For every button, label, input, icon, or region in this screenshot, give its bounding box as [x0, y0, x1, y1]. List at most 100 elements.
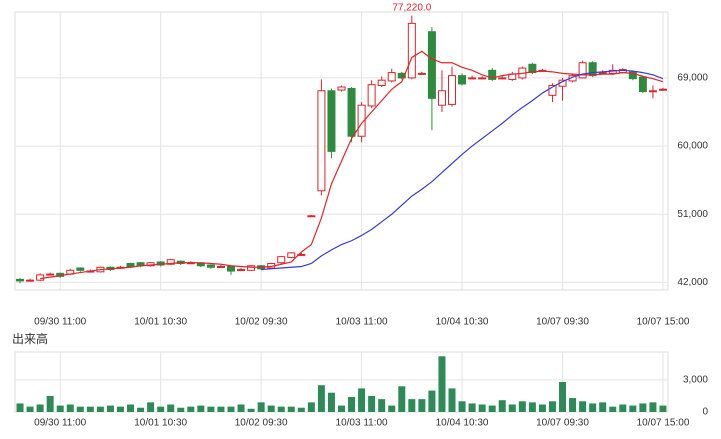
volume-bar — [76, 406, 84, 412]
volume-bar — [237, 404, 245, 412]
x-tick-label: 10/04 10:30 — [436, 317, 489, 328]
x-tick-label: 10/04 10:30 — [436, 418, 489, 429]
x-tick-label: 10/07 09:30 — [536, 317, 589, 328]
x-tick-label: 10/02 09:30 — [235, 317, 288, 328]
volume-bar — [157, 406, 165, 412]
volume-bar — [368, 395, 376, 412]
candle-body — [488, 69, 497, 80]
volume-bar — [488, 405, 496, 412]
candle-body — [478, 77, 487, 80]
y-tick-label: 51,000 — [677, 209, 708, 220]
volume-bar — [458, 401, 466, 412]
volume-bar — [147, 402, 155, 412]
volume-bar — [518, 401, 526, 412]
volume-bar — [358, 388, 366, 412]
candle-body — [196, 262, 205, 267]
volume-bar — [398, 386, 406, 412]
candle-body — [126, 262, 135, 268]
volume-bar — [649, 402, 657, 412]
volume-bar — [317, 385, 325, 412]
price-frame — [14, 11, 669, 291]
candle-body — [247, 265, 256, 271]
x-tick-label: 10/03 11:00 — [336, 317, 389, 328]
candle-body — [216, 266, 225, 269]
candle-body — [166, 259, 175, 265]
candle-body — [46, 273, 55, 276]
candle-body — [407, 22, 416, 79]
candle-body — [347, 88, 356, 137]
candle-body — [658, 88, 667, 91]
candle-body — [377, 79, 386, 86]
volume-bar — [187, 406, 195, 412]
candle-body — [226, 266, 235, 272]
volume-bar — [428, 390, 436, 412]
x-tick-label: 10/07 15:00 — [637, 418, 690, 429]
volume-bar — [267, 405, 275, 412]
volume-bar — [619, 404, 627, 412]
volume-bar — [569, 398, 577, 412]
volume-bar — [277, 406, 285, 412]
volume-title: 出来高 — [12, 331, 48, 346]
volume-bar — [338, 405, 345, 412]
volume-bar — [287, 406, 295, 412]
volume-bar — [629, 405, 637, 412]
candle-body — [26, 279, 35, 282]
candle-body — [448, 75, 457, 105]
volume-bar — [26, 406, 34, 412]
volume-bar — [46, 395, 54, 412]
candle-body — [588, 62, 597, 77]
candle-body — [437, 90, 446, 106]
candle-body — [417, 72, 426, 75]
volume-bar — [548, 401, 556, 412]
volume-bar — [307, 402, 315, 412]
volume-bar — [538, 404, 546, 412]
candle-body — [427, 31, 436, 99]
volume-bar — [127, 404, 135, 412]
volume-bar — [408, 399, 416, 412]
volume-bar — [197, 405, 205, 412]
candle-body — [628, 71, 637, 80]
y-tick-label: 0 — [702, 407, 708, 418]
volume-bar — [639, 403, 647, 412]
candle-body — [387, 72, 396, 82]
candle-body — [287, 252, 296, 258]
volume-bar — [217, 406, 225, 412]
volume-bar — [116, 406, 124, 412]
candle-body — [598, 72, 607, 75]
volume-bar — [167, 404, 175, 412]
candle-body — [357, 104, 366, 137]
volume-bar — [247, 408, 255, 412]
volume-bar — [56, 405, 64, 412]
x-tick-label: 10/01 10:30 — [134, 317, 187, 328]
x-tick-label: 10/02 09:30 — [235, 418, 288, 429]
candle-body — [76, 267, 85, 271]
y-tick-label: 69,000 — [677, 73, 708, 84]
volume-bar — [528, 402, 536, 412]
moving-average-line — [261, 69, 664, 271]
volume-bar — [137, 407, 145, 412]
candle-body — [648, 90, 657, 93]
volume-bar — [388, 405, 396, 412]
candle-body — [36, 274, 45, 281]
candle-body — [458, 75, 467, 85]
x-tick-label: 10/07 15:00 — [637, 317, 690, 328]
volume-bar — [16, 403, 24, 412]
candle-body — [237, 269, 246, 272]
volume-bar — [468, 403, 476, 412]
volume-bar — [478, 404, 486, 412]
volume-bar — [86, 406, 94, 412]
x-tick-label: 09/30 11:00 — [34, 317, 87, 328]
volume-bar — [599, 402, 607, 412]
y-tick-label: 42,000 — [677, 277, 708, 288]
candle-body — [578, 62, 587, 79]
volume-bar — [177, 407, 185, 412]
volume-bar — [227, 406, 235, 412]
candle-body — [548, 84, 557, 96]
candle-body — [498, 77, 507, 80]
volume-bar — [418, 399, 426, 412]
volume-bar — [348, 397, 356, 412]
candle-body — [638, 76, 647, 93]
candle-body — [277, 256, 286, 264]
volume-bar — [508, 404, 516, 412]
